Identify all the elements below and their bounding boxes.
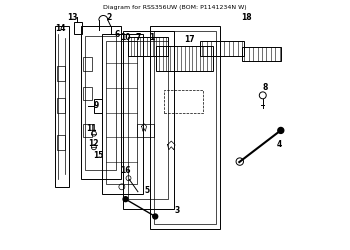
Text: 1: 1 (149, 33, 154, 42)
Text: 2: 2 (107, 13, 112, 22)
Bar (83, 57, 92, 70)
Text: 7: 7 (135, 33, 141, 42)
Bar (150, 26, 219, 229)
Text: 15: 15 (93, 152, 104, 160)
Circle shape (153, 214, 158, 219)
Bar (242, 47, 281, 61)
Bar (164, 90, 203, 113)
Bar (128, 37, 168, 56)
Bar (102, 34, 143, 194)
Text: 17: 17 (184, 35, 195, 44)
Bar (94, 99, 102, 113)
Text: 5: 5 (144, 186, 149, 195)
Bar (200, 41, 244, 56)
Text: 13: 13 (67, 13, 78, 22)
Text: 6: 6 (114, 30, 120, 39)
Text: 12: 12 (88, 139, 99, 148)
Bar (81, 26, 121, 180)
Bar (85, 36, 116, 170)
Text: 14: 14 (55, 24, 65, 33)
Bar (123, 31, 174, 209)
Circle shape (123, 197, 128, 202)
Bar (57, 135, 65, 150)
Text: Diagram for RSS356UW (BOM: P1141234N W): Diagram for RSS356UW (BOM: P1141234N W) (103, 5, 247, 10)
Bar (57, 66, 65, 80)
Text: 9: 9 (93, 101, 98, 110)
Bar (57, 98, 65, 113)
Text: 11: 11 (86, 124, 96, 133)
Bar (156, 46, 213, 70)
Text: 18: 18 (241, 13, 252, 22)
Text: 4: 4 (276, 140, 281, 149)
Text: 8: 8 (262, 84, 268, 92)
Bar (137, 124, 154, 137)
Bar (55, 26, 69, 187)
Bar (74, 22, 82, 34)
Bar (128, 41, 168, 199)
Bar (154, 31, 216, 224)
Text: 10: 10 (120, 33, 131, 42)
Bar (83, 124, 92, 137)
Text: 16: 16 (120, 166, 131, 175)
Bar (83, 87, 92, 100)
Text: 3: 3 (175, 206, 180, 215)
Circle shape (278, 128, 284, 134)
Bar (106, 41, 138, 184)
